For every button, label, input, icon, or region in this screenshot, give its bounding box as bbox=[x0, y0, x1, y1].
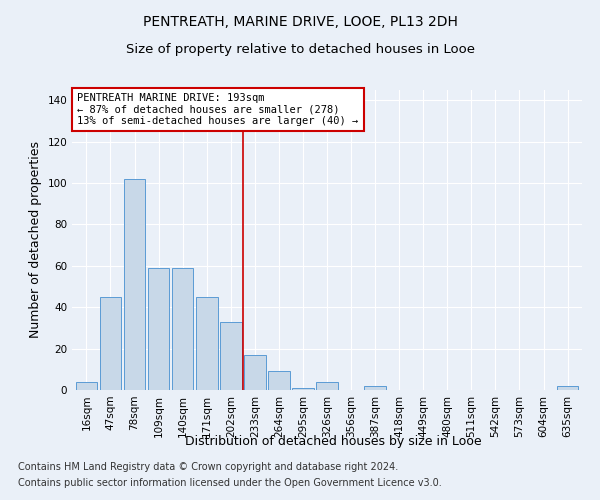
Text: Size of property relative to detached houses in Looe: Size of property relative to detached ho… bbox=[125, 42, 475, 56]
Text: PENTREATH, MARINE DRIVE, LOOE, PL13 2DH: PENTREATH, MARINE DRIVE, LOOE, PL13 2DH bbox=[143, 15, 457, 29]
Text: Contains HM Land Registry data © Crown copyright and database right 2024.: Contains HM Land Registry data © Crown c… bbox=[18, 462, 398, 472]
Bar bbox=[244, 355, 266, 390]
Bar bbox=[148, 268, 169, 390]
Bar bbox=[100, 297, 121, 390]
Bar bbox=[172, 268, 193, 390]
Bar bbox=[196, 297, 218, 390]
Text: Distribution of detached houses by size in Looe: Distribution of detached houses by size … bbox=[185, 435, 481, 448]
Bar bbox=[292, 388, 314, 390]
Bar bbox=[124, 179, 145, 390]
Bar bbox=[268, 372, 290, 390]
Bar bbox=[364, 386, 386, 390]
Bar bbox=[557, 386, 578, 390]
Text: Contains public sector information licensed under the Open Government Licence v3: Contains public sector information licen… bbox=[18, 478, 442, 488]
Y-axis label: Number of detached properties: Number of detached properties bbox=[29, 142, 42, 338]
Text: PENTREATH MARINE DRIVE: 193sqm
← 87% of detached houses are smaller (278)
13% of: PENTREATH MARINE DRIVE: 193sqm ← 87% of … bbox=[77, 93, 358, 126]
Bar bbox=[76, 382, 97, 390]
Bar bbox=[316, 382, 338, 390]
Bar bbox=[220, 322, 242, 390]
